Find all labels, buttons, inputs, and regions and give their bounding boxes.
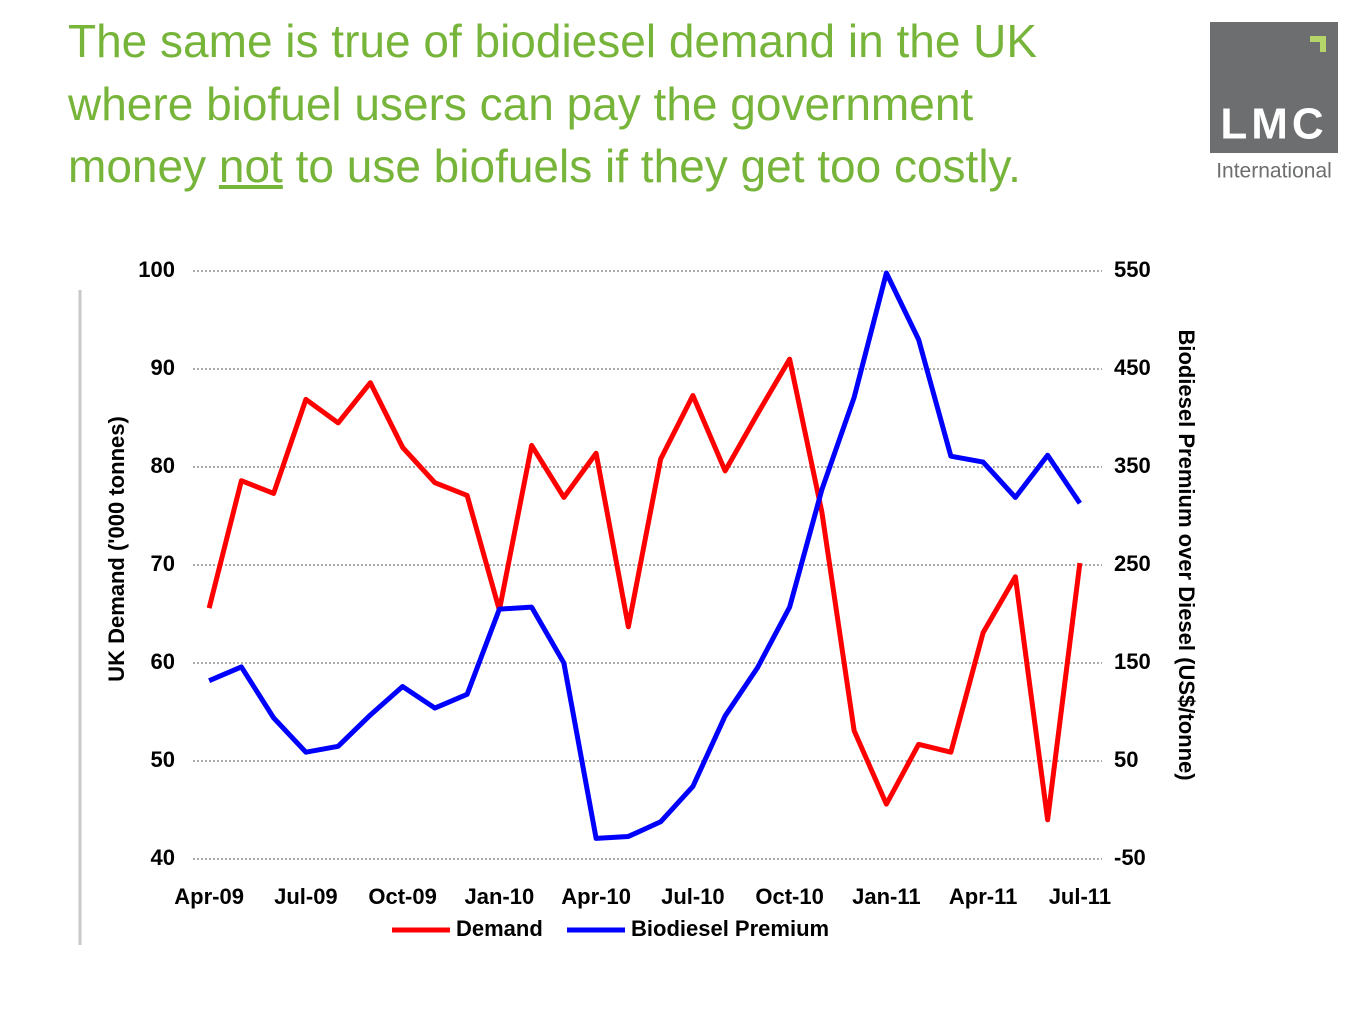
title-text: to use biofuels if they get too costly. [295, 140, 1021, 192]
logo-mark [1310, 36, 1326, 52]
y-tick-label: 70 [151, 551, 175, 576]
x-tick-label: Jul-11 [1049, 884, 1111, 909]
line-series [208, 270, 1082, 841]
title-line: The same is true of biodiesel demand in … [68, 15, 1038, 67]
logo-box [1210, 22, 1338, 153]
title-line: money not to use biofuels if they get to… [68, 143, 1021, 189]
title-text: money [68, 140, 207, 192]
x-tick-label: Jan-10 [465, 884, 535, 909]
x-tick-label: Jul-09 [274, 884, 338, 909]
y2-axis-title: Biodiesel Premium over Diesel (US$/tonne… [1174, 329, 1199, 780]
y2-tick-label: 150 [1114, 649, 1151, 674]
y-tick-label: 50 [151, 747, 175, 772]
y-tick-label: 100 [138, 257, 175, 282]
title-line: where biofuel users can pay the governme… [68, 78, 974, 130]
y2-tick-label: -50 [1114, 845, 1146, 870]
x-tick-label: Apr-09 [174, 884, 244, 909]
y-axis-title: UK Demand ('000 tonnes) [104, 416, 129, 682]
legend-label: Biodiesel Premium [631, 916, 829, 941]
y2-tick-label: 550 [1114, 257, 1151, 282]
line-series [206, 356, 1083, 823]
y-tick-label: 90 [151, 355, 175, 380]
y2-tick-label: 450 [1114, 355, 1151, 380]
y-tick-label: 80 [151, 453, 175, 478]
x-tick-label: Apr-11 [949, 884, 1017, 909]
legend-label: Demand [456, 916, 543, 941]
logo-subtitle: International [1216, 160, 1332, 183]
y2-tick-label: 250 [1114, 551, 1151, 576]
y2-tick-label: 350 [1114, 453, 1151, 478]
y-tick-label: 60 [151, 649, 175, 674]
x-tick-label: Oct-09 [368, 884, 436, 909]
x-tick-label: Apr-10 [561, 884, 631, 909]
title-underlined: not [218, 140, 283, 192]
x-tick-label: Jan-11 [852, 884, 921, 909]
logo-name: LMC [1220, 100, 1327, 149]
x-tick-label: Jul-10 [661, 884, 725, 909]
x-tick-label: Oct-10 [755, 884, 823, 909]
y2-tick-label: 50 [1114, 747, 1138, 772]
y-tick-label: 40 [151, 845, 175, 870]
